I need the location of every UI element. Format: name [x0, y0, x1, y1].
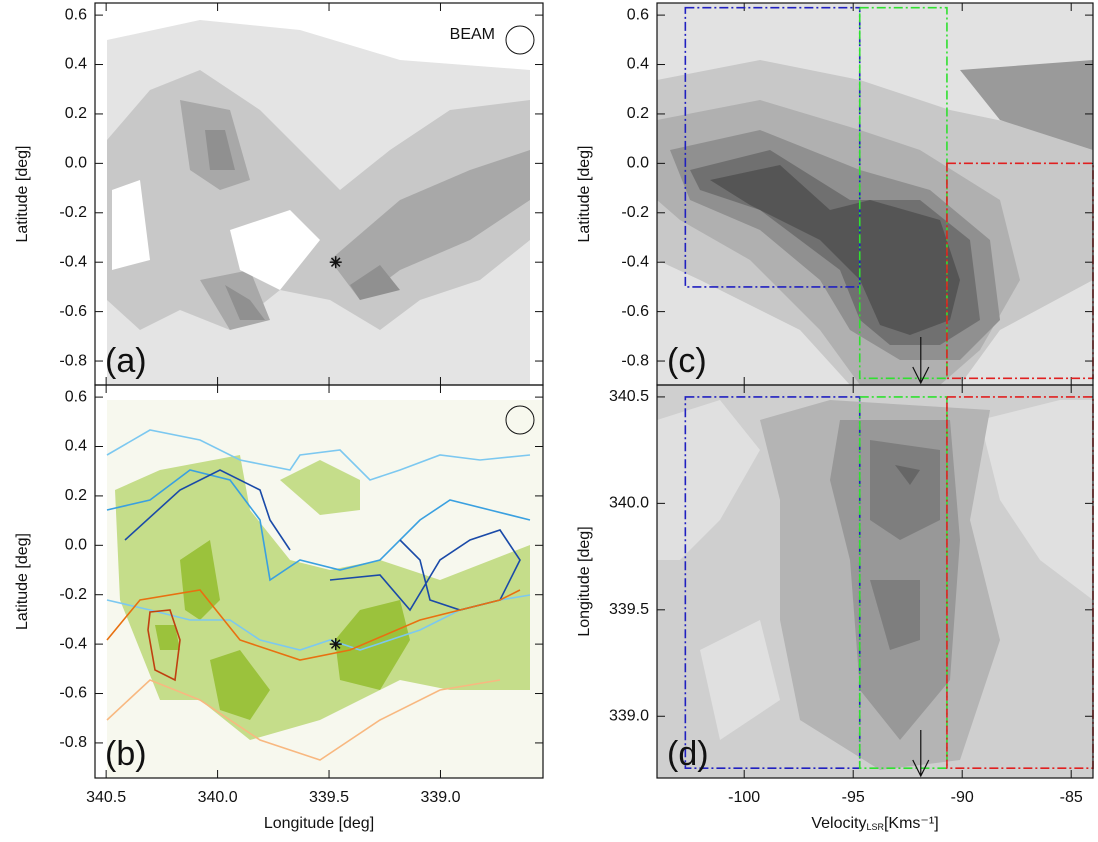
panel-label: (c)	[667, 342, 707, 380]
y-tick-label: -0.8	[621, 352, 649, 369]
y-tick-label: -0.6	[621, 303, 649, 320]
y-axis-label: Latitude [deg]	[14, 146, 31, 243]
axes-frame	[656, 384, 1094, 779]
velocity-region	[946, 162, 1094, 380]
y-tick-label: 340.0	[609, 495, 649, 512]
y-tick-label: 0.6	[627, 6, 649, 23]
y-tick-label: -0.6	[59, 685, 87, 702]
y-tick-label: 0.2	[65, 105, 87, 122]
contour-map-d	[657, 385, 1093, 778]
y-tick-label: 0.2	[627, 105, 649, 122]
x-tick-label: 339.5	[309, 789, 349, 806]
y-tick-label: 0.4	[65, 56, 87, 73]
y-tick-label: 0.0	[65, 537, 87, 554]
velocity-region	[684, 6, 861, 288]
marker-stroke	[330, 257, 341, 267]
y-tick-label: 339.5	[609, 601, 649, 618]
x-axis-label: Longitude [deg]	[264, 815, 374, 832]
y-tick-label: 0.2	[65, 487, 87, 504]
y-tick-label: -0.4	[59, 253, 87, 270]
x-axis-label-unit: [Kms⁻¹]	[884, 815, 939, 832]
y-tick-label: 0.6	[65, 6, 87, 23]
arrow	[912, 730, 930, 778]
y-tick-label: 0.6	[65, 388, 87, 405]
marker-stroke	[330, 639, 341, 649]
y-tick-label: 339.0	[609, 707, 649, 724]
y-tick-label: -0.8	[59, 352, 87, 369]
y-tick-label: -0.4	[59, 635, 87, 652]
source-marker	[329, 638, 342, 651]
y-axis-label: Latitude [deg]	[14, 533, 31, 630]
y-tick-label: -0.2	[59, 586, 87, 603]
x-axis-label-sub: LSR	[866, 822, 884, 832]
axes-frame	[94, 384, 544, 779]
y-tick-label: 0.0	[627, 155, 649, 172]
y-tick-label: 0.0	[65, 155, 87, 172]
panel-label: (b)	[105, 735, 147, 773]
y-tick-label: -0.8	[59, 734, 87, 751]
arrow	[912, 337, 930, 385]
contour-map-b	[106, 400, 543, 778]
beam-label: BEAM	[450, 26, 495, 43]
contour-map-c	[657, 3, 1093, 385]
y-tick-label: -0.2	[621, 204, 649, 221]
x-tick-label: -90	[951, 789, 974, 806]
y-tick-label: -0.6	[59, 303, 87, 320]
x-axis-label: VelocityLSR[Kms⁻¹]	[811, 815, 938, 832]
source-marker	[329, 256, 342, 269]
x-tick-label: -95	[842, 789, 865, 806]
x-tick-label: -100	[728, 789, 760, 806]
panel-label: (d)	[667, 735, 709, 773]
y-tick-label: -0.4	[621, 253, 649, 270]
x-axis-label-main: Longitude [deg]	[264, 815, 374, 832]
x-tick-label: -85	[1060, 789, 1083, 806]
y-tick-label: 0.4	[65, 438, 87, 455]
x-tick-label: 340.0	[198, 789, 238, 806]
y-tick-label: -0.2	[59, 204, 87, 221]
velocity-region	[858, 396, 948, 770]
y-tick-label: 340.5	[609, 388, 649, 405]
x-tick-label: 339.0	[420, 789, 460, 806]
panel-label: (a)	[105, 342, 147, 380]
x-tick-label: 340.5	[86, 789, 126, 806]
y-axis-label: Latitude [deg]	[576, 146, 593, 243]
y-tick-label: 0.4	[627, 56, 649, 73]
x-axis-label-main: Velocity	[811, 815, 866, 832]
contour-map-a	[107, 20, 535, 385]
y-axis-label: Longitude [deg]	[576, 526, 593, 636]
